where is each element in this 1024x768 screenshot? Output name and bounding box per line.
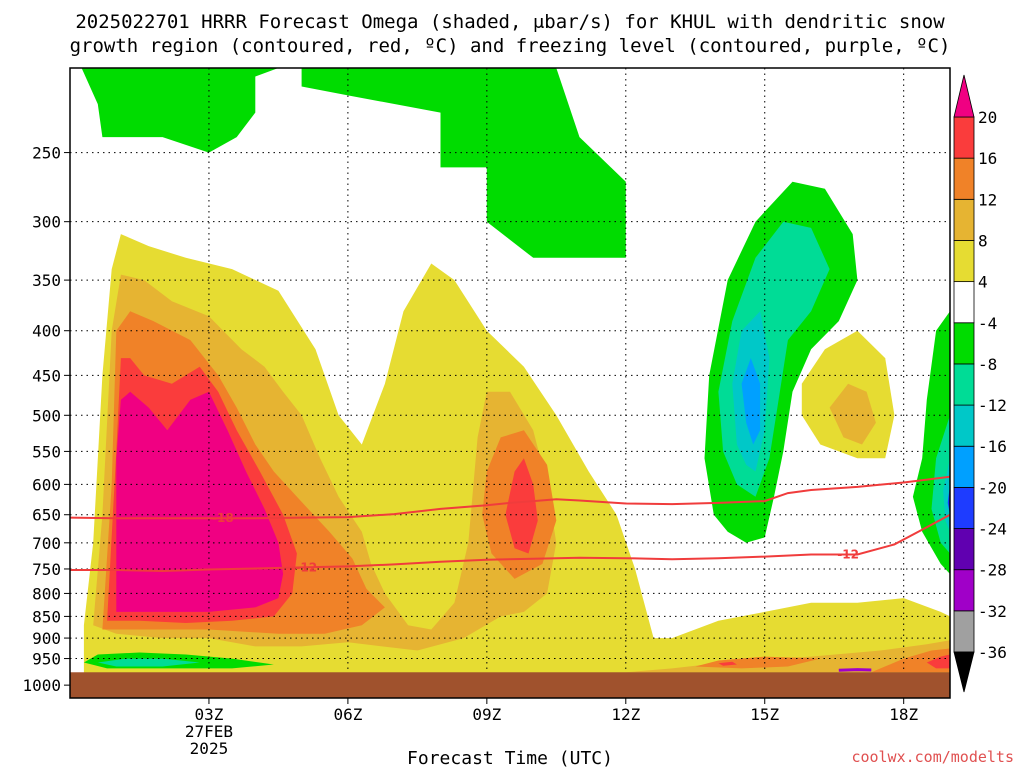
colorbar-top-arrow <box>953 74 975 118</box>
plot-area <box>70 68 950 698</box>
y-tick-label-350: 350 <box>32 271 61 290</box>
omega-region-11 <box>116 391 284 612</box>
x-tick-label-15Z: 15Z <box>750 705 779 724</box>
omega-region-17 <box>741 358 761 445</box>
y-tick-label-900: 900 <box>32 629 61 648</box>
colorbar-box--24 <box>953 486 975 529</box>
colorbar-bottom-arrow <box>953 651 975 693</box>
y-tick-label-250: 250 <box>32 144 61 163</box>
y-tick-label-800: 800 <box>32 584 61 603</box>
colorbar-label--16: -16 <box>978 437 1007 456</box>
omega-region-2 <box>301 68 626 258</box>
contour-label--12: -12 <box>295 560 317 574</box>
x-tick-label-06Z: 06Z <box>333 705 362 724</box>
y-tick-label-500: 500 <box>32 406 61 425</box>
y-tick-label-700: 700 <box>32 534 61 553</box>
colorbar-label-8: 8 <box>978 231 988 250</box>
colorbar-label--24: -24 <box>978 520 1007 539</box>
colorbar-label--4: -4 <box>978 314 997 333</box>
y-tick-label-1000: 1000 <box>22 676 61 695</box>
colorbar-box--32 <box>953 569 975 612</box>
colorbar-box-16 <box>953 116 975 159</box>
chart-title-line-1: 2025022701 HRRR Forecast Omega (shaded, … <box>75 11 945 33</box>
y-tick-label-300: 300 <box>32 213 61 232</box>
colorbar-box--36 <box>953 610 975 653</box>
x-axis-title: Forecast Time (UTC) <box>407 748 613 768</box>
x-tick-date-label: 27FEB <box>185 722 233 741</box>
colorbar-label-4: 4 <box>978 273 988 292</box>
y-tick-label-550: 550 <box>32 442 61 461</box>
colorbar-box-12 <box>953 157 975 200</box>
colorbar-label-12: 12 <box>978 190 997 209</box>
chart-title-line-2: growth region (contoured, red, ºC) and f… <box>70 35 951 57</box>
contour-label--12: -12 <box>837 548 859 562</box>
plot-frame <box>69 67 951 699</box>
contour-line--18 <box>70 475 950 520</box>
colorbar-box-8 <box>953 198 975 241</box>
omega-region-6 <box>829 383 876 445</box>
credit-text: coolwx.com/modelts <box>851 748 1014 766</box>
y-tick-label-450: 450 <box>32 366 61 385</box>
omega-region-25 <box>926 654 950 669</box>
x-tick-label-18Z: 18Z <box>889 705 918 724</box>
y-tick-label-750: 750 <box>32 560 61 579</box>
colorbar-box-4 <box>953 240 975 283</box>
omega-region-24 <box>871 648 950 673</box>
omega-region-23 <box>695 656 821 669</box>
colorbar: -36 -32 -28 -24 -20 -16 -12 -8 -4 4 8 12 16 20 <box>953 74 1007 693</box>
x-tick-label-09Z: 09Z <box>472 705 501 724</box>
temperature-contours: -18 -12 -12 <box>70 475 950 672</box>
colorbar-label--32: -32 <box>978 602 1007 621</box>
x-tick-year-label: 2025 <box>190 739 229 758</box>
omega-region-10 <box>505 458 538 554</box>
y-axis: 250 300 350 400 450 500 550 600 650 700 750 800 850 9… <box>22 144 70 695</box>
colorbar-box--12 <box>953 363 975 406</box>
x-tick-label-12Z: 12Z <box>611 705 640 724</box>
freezing-level-contour-0 <box>838 668 872 672</box>
colorbar-box--4 <box>953 281 975 324</box>
y-tick-label-850: 850 <box>32 607 61 626</box>
colorbar-box--20 <box>953 445 975 488</box>
y-tick-label-400: 400 <box>32 322 61 341</box>
y-tick-label-950: 950 <box>32 650 61 669</box>
colorbar-label--20: -20 <box>978 478 1007 497</box>
omega-region-22 <box>625 640 950 673</box>
colorbar-label-20: 20 <box>978 108 997 127</box>
colorbar-box--8 <box>953 322 975 365</box>
colorbar-label--12: -12 <box>978 396 1007 415</box>
colorbar-box--16 <box>953 404 975 447</box>
colorbar-label-16: 16 <box>978 149 997 168</box>
colorbar-box--28 <box>953 528 975 571</box>
y-tick-label-600: 600 <box>32 475 61 494</box>
colorbar-label--8: -8 <box>978 355 997 374</box>
omega-region-13 <box>97 658 200 667</box>
y-tick-label-650: 650 <box>32 506 61 525</box>
grid-lines <box>70 68 950 673</box>
x-tick-label-03Z: 03Z <box>194 705 223 724</box>
contour-label--18: -18 <box>212 511 234 525</box>
contour-line--12 <box>70 513 950 573</box>
omega-region-26 <box>718 661 737 666</box>
colorbar-label--36: -36 <box>978 643 1007 662</box>
ground-surface <box>70 672 950 698</box>
colorbar-label--28: -28 <box>978 561 1007 580</box>
omega-region-1 <box>81 68 256 153</box>
